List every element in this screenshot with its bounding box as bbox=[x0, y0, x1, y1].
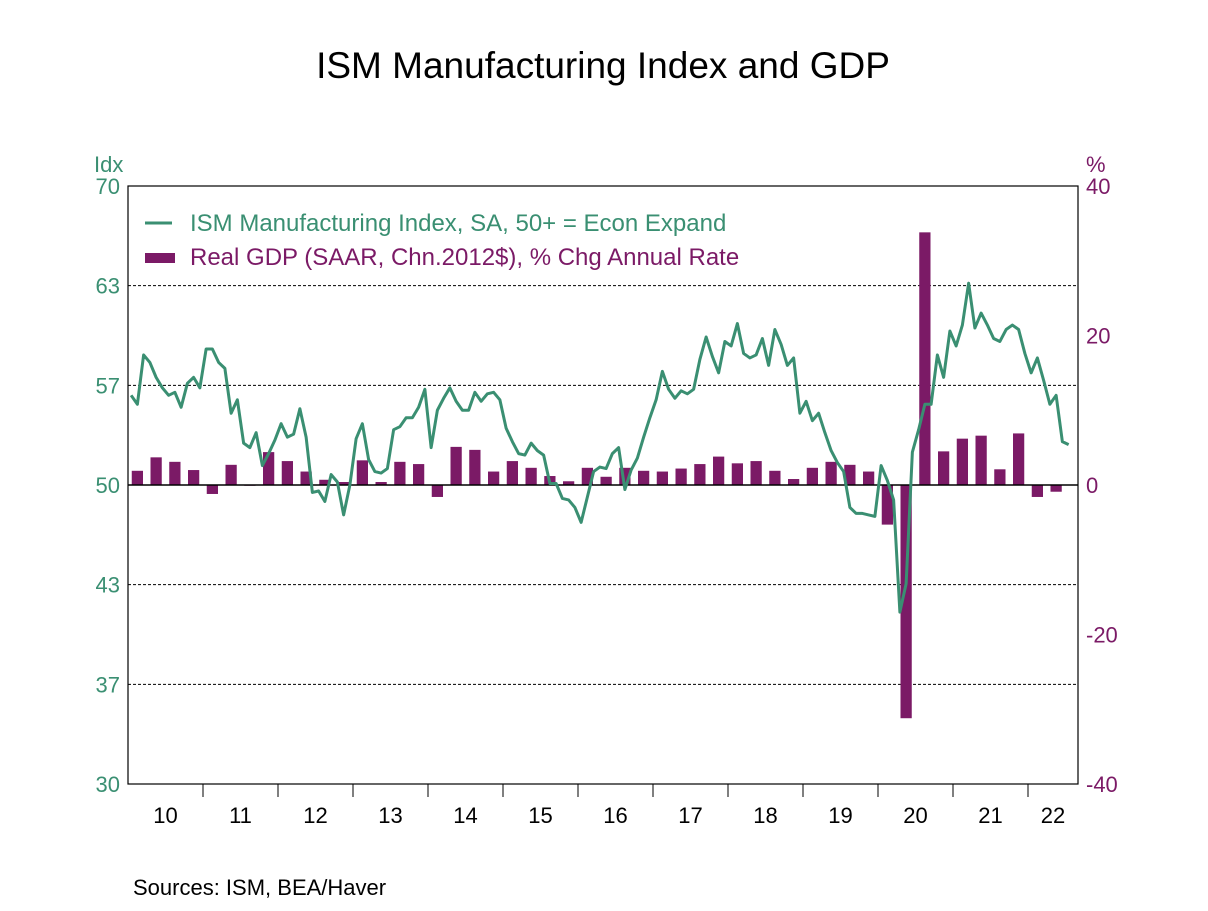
legend-label-gdp: Real GDP (SAAR, Chn.2012$), % Chg Annual… bbox=[190, 244, 739, 271]
x-axis-tick-label: 15 bbox=[528, 803, 552, 828]
gdp-bar bbox=[919, 232, 930, 485]
x-axis-tick-label: 16 bbox=[603, 803, 627, 828]
gdp-bar bbox=[207, 485, 218, 494]
x-axis-tick-label: 17 bbox=[678, 803, 702, 828]
x-axis-tick-label: 13 bbox=[378, 803, 402, 828]
gdp-bar bbox=[769, 471, 780, 485]
left-axis-tick-label: 50 bbox=[96, 473, 120, 498]
right-axis-tick-label: 0 bbox=[1086, 473, 1098, 498]
x-axis-tick-label: 11 bbox=[229, 803, 252, 828]
gdp-bar bbox=[151, 457, 162, 485]
gdp-bar bbox=[676, 469, 687, 485]
right-axis: 40 20 0 -20 -40 bbox=[1086, 174, 1118, 797]
gdp-bar bbox=[938, 451, 949, 485]
gdp-bar bbox=[976, 436, 987, 485]
gdp-bar bbox=[282, 461, 293, 485]
left-axis-tick-label: 57 bbox=[96, 373, 120, 398]
gdp-bar bbox=[1013, 433, 1024, 485]
left-axis-tick-label: 70 bbox=[96, 174, 120, 199]
gdp-bar bbox=[807, 468, 818, 485]
gdp-bar bbox=[413, 464, 424, 485]
x-axis: 10 11 12 13 14 15 16 17 18 19 20 21 22 bbox=[153, 784, 1065, 828]
x-axis-tick-label: 14 bbox=[453, 803, 477, 828]
x-axis-tick-label: 20 bbox=[903, 803, 927, 828]
gdp-bar bbox=[1051, 485, 1062, 492]
gdp-bar bbox=[451, 447, 462, 485]
gdp-bar bbox=[169, 462, 180, 485]
source-note: Sources: ISM, BEA/Haver bbox=[133, 875, 386, 900]
gdp-bar bbox=[132, 471, 143, 485]
legend-bar-swatch bbox=[145, 253, 175, 263]
gdp-bar bbox=[751, 461, 762, 485]
gdp-bar bbox=[657, 472, 668, 485]
x-axis-tick-label: 10 bbox=[153, 803, 177, 828]
gdp-bar bbox=[432, 485, 443, 497]
gdp-bar bbox=[263, 452, 274, 485]
gdp-bar bbox=[469, 450, 480, 485]
gdp-bar bbox=[694, 464, 705, 485]
gdp-bar bbox=[488, 472, 499, 485]
left-axis-tick-label: 37 bbox=[96, 672, 120, 697]
gdp-bar bbox=[601, 477, 612, 485]
right-axis-tick-label: -20 bbox=[1086, 623, 1118, 648]
right-axis-tick-label: -40 bbox=[1086, 772, 1118, 797]
gdp-bars bbox=[132, 232, 1062, 718]
x-axis-tick-label: 19 bbox=[828, 803, 852, 828]
left-axis-tick-label: 43 bbox=[96, 573, 120, 598]
x-axis-tick-label: 18 bbox=[753, 803, 777, 828]
gdp-bar bbox=[638, 471, 649, 485]
gdp-bar bbox=[788, 479, 799, 485]
gdp-bar bbox=[732, 463, 743, 485]
gdp-bar bbox=[507, 461, 518, 485]
gdp-bar bbox=[994, 469, 1005, 485]
gdp-bar bbox=[188, 470, 199, 485]
left-axis: 70 63 57 50 43 37 30 bbox=[96, 174, 120, 797]
x-axis-tick-label: 12 bbox=[303, 803, 327, 828]
gdp-bar bbox=[713, 457, 724, 485]
x-axis-tick-label: 21 bbox=[978, 803, 1002, 828]
right-axis-tick-label: 20 bbox=[1086, 324, 1110, 349]
gdp-bar bbox=[957, 439, 968, 485]
gdp-bar bbox=[394, 462, 405, 485]
legend: ISM Manufacturing Index, SA, 50+ = Econ … bbox=[145, 210, 739, 271]
left-axis-tick-label: 30 bbox=[96, 772, 120, 797]
legend-label-ism: ISM Manufacturing Index, SA, 50+ = Econ … bbox=[190, 210, 726, 237]
gdp-bar bbox=[526, 468, 537, 485]
right-axis-tick-label: 40 bbox=[1086, 174, 1110, 199]
gdp-bar bbox=[1032, 485, 1043, 497]
x-axis-tick-label: 22 bbox=[1041, 803, 1065, 828]
gdp-bar bbox=[226, 465, 237, 485]
left-axis-tick-label: 63 bbox=[96, 274, 120, 299]
gdp-bar bbox=[357, 460, 368, 485]
chart-title: ISM Manufacturing Index and GDP bbox=[316, 45, 890, 86]
gdp-bar bbox=[863, 472, 874, 485]
gdp-bar bbox=[826, 462, 837, 485]
